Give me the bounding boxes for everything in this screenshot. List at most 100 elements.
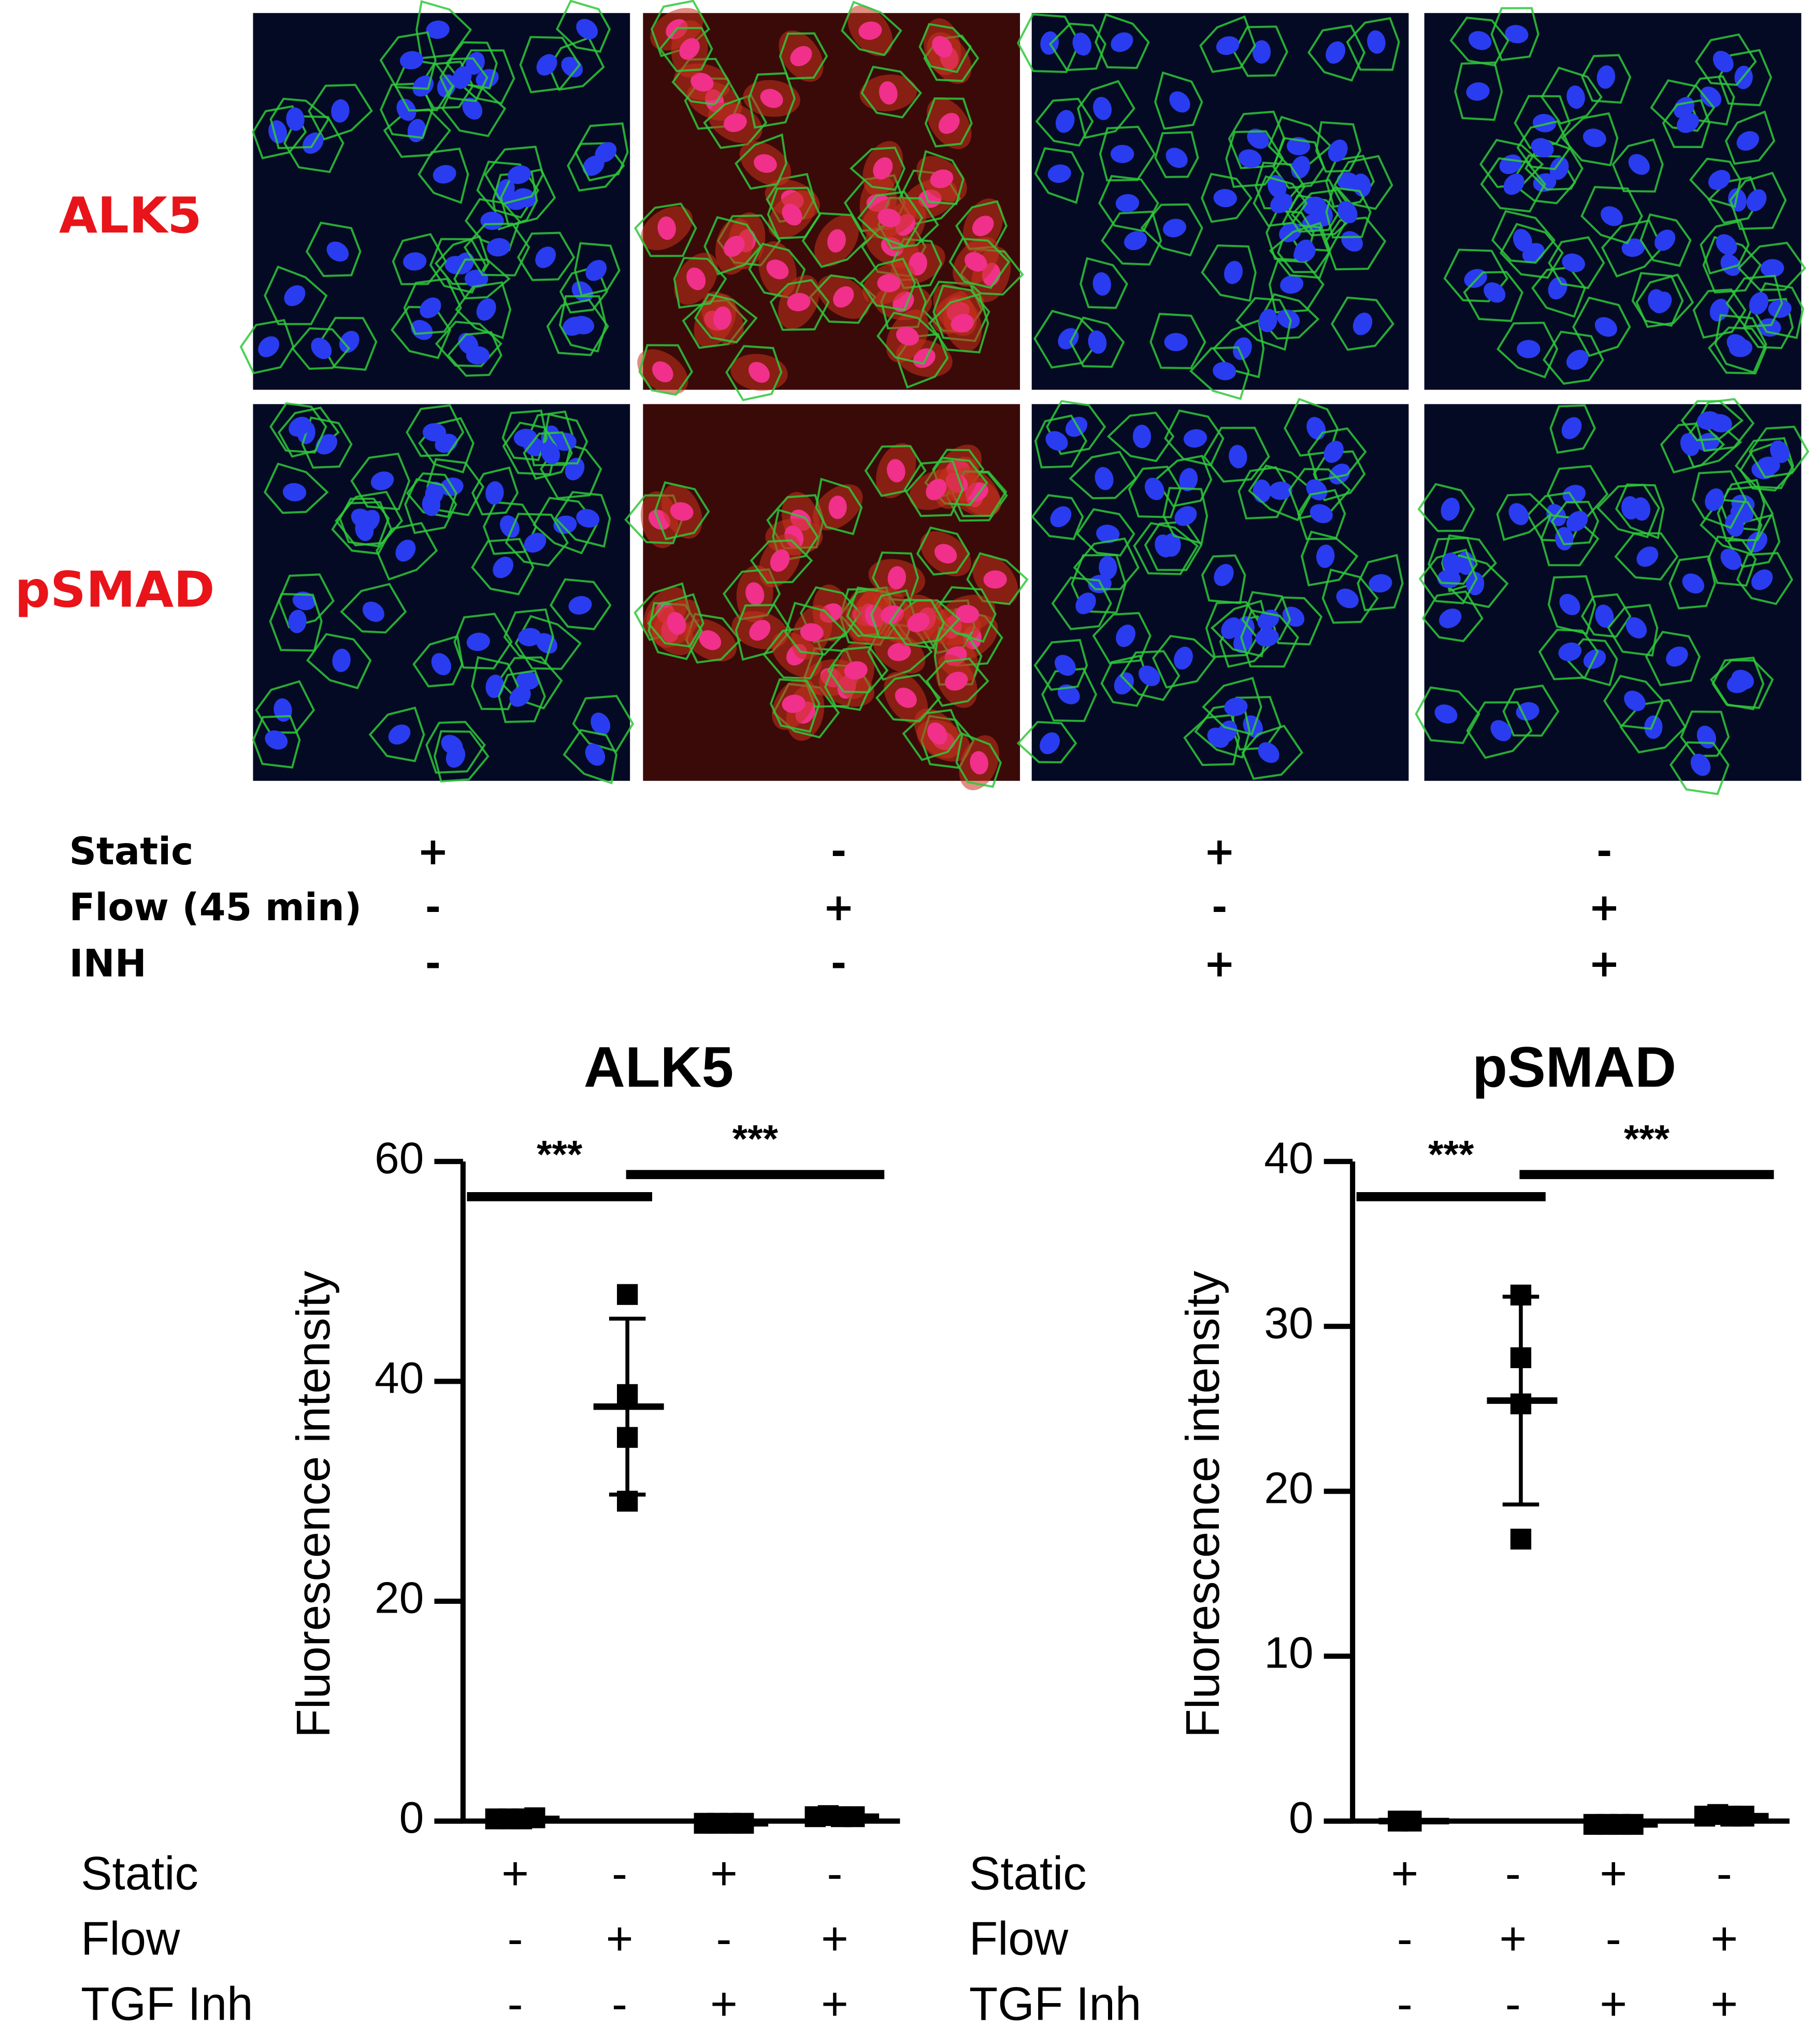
cell-border: [1133, 521, 1199, 575]
cell-border: [1645, 631, 1701, 687]
cell-border: [1421, 590, 1484, 643]
cell-border: [563, 729, 618, 785]
cell-border: [447, 331, 502, 377]
cell-border: [379, 31, 437, 90]
cell-border: [1225, 130, 1284, 188]
nucleus: [485, 674, 504, 698]
micrograph: [1016, 398, 1409, 781]
condition-sign: +: [821, 1913, 848, 1965]
cell-border: [269, 402, 327, 454]
nucleus: [524, 532, 546, 553]
cell-border: [1680, 400, 1744, 442]
cell-border: [800, 586, 862, 644]
nucleus: [1636, 546, 1659, 567]
nucleus: [1770, 440, 1790, 463]
cell-border: [1199, 15, 1256, 73]
nucleus: [1369, 574, 1392, 593]
nucleus: [326, 241, 349, 262]
nucleus: [289, 416, 311, 437]
cell-border: [1724, 110, 1776, 165]
chart-title: ALK5: [584, 1035, 733, 1099]
nucleus: [1229, 445, 1247, 469]
y-tick-label: 20: [375, 1574, 424, 1623]
nucleus: [1337, 201, 1358, 223]
cell-border: [769, 279, 830, 331]
nucleus: [1758, 318, 1781, 337]
cell-border: [735, 133, 787, 190]
cell-border: [1272, 137, 1325, 189]
cell-border: [902, 708, 962, 761]
nucleus: [1516, 702, 1539, 721]
nucleus: [411, 320, 433, 340]
condition-sign: +: [606, 1913, 634, 1965]
cell-border: [815, 477, 863, 535]
cell-border: [1551, 501, 1600, 546]
y-tick-label: 30: [1264, 1299, 1313, 1348]
cell-border: [888, 599, 945, 649]
nucleus: [535, 247, 556, 268]
cell-border: [1033, 639, 1088, 691]
nucleus: [1594, 317, 1617, 337]
cell-border: [291, 327, 351, 370]
nucleus: [1595, 604, 1614, 628]
cell-border: [1580, 593, 1632, 638]
cell-border: [1248, 464, 1315, 521]
nucleus: [476, 298, 496, 321]
cell-border: [269, 593, 323, 652]
cell-border: [1572, 296, 1631, 357]
cell-border: [1725, 274, 1783, 328]
nucleus: [1323, 441, 1344, 463]
nucleus: [466, 346, 490, 365]
nucleus: [1093, 97, 1112, 120]
cell-border: [1119, 650, 1181, 701]
cell-border: [1700, 220, 1750, 275]
cell-border: [406, 404, 465, 457]
nucleus: [1047, 164, 1071, 183]
cell-border: [445, 41, 498, 90]
cell-border: [264, 265, 328, 325]
nucleus: [1720, 254, 1741, 276]
nucleus: [724, 236, 745, 257]
cell-border: [1307, 427, 1367, 482]
nucleus: [493, 556, 514, 578]
nucleus: [1111, 32, 1133, 52]
data-point: [1510, 1528, 1532, 1550]
micrograph: [239, 0, 630, 390]
nucleus: [1490, 720, 1512, 742]
nucleus: [965, 252, 987, 272]
cell-border: [1100, 655, 1150, 707]
cell-border: [1516, 120, 1572, 170]
cell-border: [1581, 54, 1632, 104]
cell-border: [335, 490, 404, 547]
cell-border: [750, 539, 813, 584]
cell-border: [1307, 24, 1366, 82]
cell-border: [1240, 609, 1300, 668]
nucleus: [585, 743, 606, 766]
nucleus: [1566, 85, 1585, 109]
condition-sign: -: [1596, 830, 1612, 874]
cell-border: [1228, 110, 1286, 169]
nucleus: [1513, 228, 1532, 252]
nucleus: [828, 495, 847, 519]
nucleus: [351, 509, 373, 529]
cell-border: [1051, 576, 1112, 630]
nucleus: [1255, 628, 1279, 647]
nucleus: [568, 596, 592, 615]
cell-border: [903, 459, 964, 517]
cell-border: [1235, 297, 1292, 351]
cell-border: [435, 321, 502, 367]
condition-sign: +: [1710, 1978, 1738, 2030]
cell-border: [1073, 537, 1140, 590]
nucleus: [516, 671, 540, 690]
nucleus: [1294, 239, 1314, 262]
nucleus: [790, 46, 812, 66]
condition-sign: +: [417, 830, 449, 874]
nucleus: [1625, 617, 1647, 639]
nucleus: [1466, 82, 1490, 101]
cell-border: [1639, 213, 1692, 267]
cell-border: [1321, 568, 1379, 624]
cell-border: [514, 615, 582, 670]
cell-border: [918, 150, 965, 206]
nucleus: [1439, 608, 1462, 628]
